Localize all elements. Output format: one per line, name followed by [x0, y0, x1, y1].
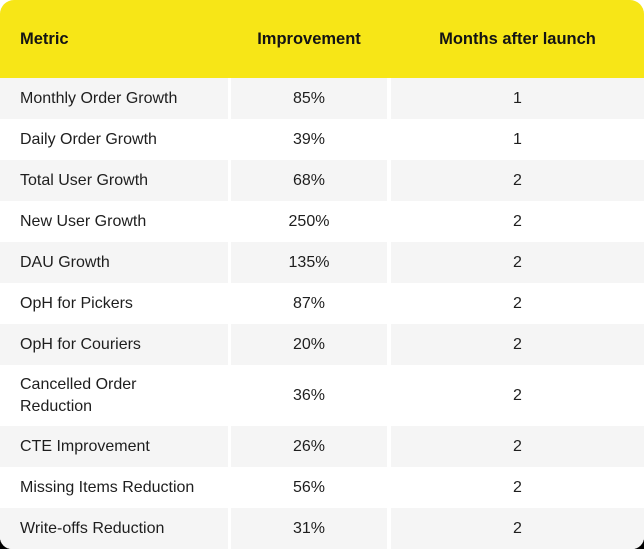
column-header-improvement: Improvement — [257, 29, 361, 48]
improvement-cell: 36% — [292, 386, 326, 404]
months-cell: 2 — [513, 212, 522, 230]
metric-cell: CTE Improvement — [0, 426, 228, 467]
metric-cell: Daily Order Growth — [20, 130, 157, 148]
table-row: OpH for Couriers 20% 2 — [0, 324, 644, 365]
metric-cell: New User Growth — [20, 212, 147, 230]
months-cell: 2 — [513, 386, 522, 404]
months-cell: 2 — [391, 426, 644, 467]
table-row: Missing Items Reduction 56% 2 — [0, 467, 644, 508]
months-cell: 1 — [391, 78, 644, 119]
improvement-cell: 26% — [231, 426, 387, 467]
table-row: CTE Improvement 26% 2 — [0, 426, 644, 467]
table-row: Cancelled Order Reduction 36% 2 — [0, 365, 644, 426]
improvement-cell: 39% — [292, 130, 326, 148]
months-cell: 2 — [391, 160, 644, 201]
months-cell: 1 — [513, 130, 522, 148]
metric-cell: Missing Items Reduction — [20, 478, 195, 496]
table-row: Write-offs Reduction 31% 2 — [0, 508, 644, 549]
table-body: Monthly Order Growth 85% 1 Daily Order G… — [0, 78, 644, 549]
months-cell: 2 — [513, 478, 522, 496]
table-row: OpH for Pickers 87% 2 — [0, 283, 644, 324]
months-cell: 2 — [391, 242, 644, 283]
months-cell: 2 — [391, 324, 644, 365]
table-row: New User Growth 250% 2 — [0, 201, 644, 242]
table-row: Total User Growth 68% 2 — [0, 160, 644, 201]
column-header-metric: Metric — [20, 29, 69, 48]
improvement-cell: 250% — [288, 212, 330, 230]
metric-cell: OpH for Couriers — [0, 324, 228, 365]
months-cell: 2 — [391, 508, 644, 549]
improvement-cell: 135% — [231, 242, 387, 283]
metric-cell: OpH for Pickers — [20, 294, 133, 312]
improvement-cell: 56% — [292, 478, 326, 496]
table-row: Monthly Order Growth 85% 1 — [0, 78, 644, 119]
improvement-cell: 85% — [231, 78, 387, 119]
table-row: DAU Growth 135% 2 — [0, 242, 644, 283]
improvement-cell: 20% — [231, 324, 387, 365]
improvement-cell: 31% — [231, 508, 387, 549]
metric-cell: DAU Growth — [0, 242, 228, 283]
metric-cell: Write-offs Reduction — [0, 508, 228, 549]
table-row: Daily Order Growth 39% 1 — [0, 119, 644, 160]
improvement-cell: 68% — [231, 160, 387, 201]
metric-cell: Cancelled Order Reduction — [20, 375, 137, 415]
metric-cell: Monthly Order Growth — [0, 78, 228, 119]
metric-cell: Total User Growth — [0, 160, 228, 201]
table-header-row: Metric Improvement Months after launch — [0, 0, 644, 78]
improvement-cell: 87% — [292, 294, 326, 312]
months-cell: 2 — [513, 294, 522, 312]
column-header-months-after-launch: Months after launch — [439, 29, 596, 48]
